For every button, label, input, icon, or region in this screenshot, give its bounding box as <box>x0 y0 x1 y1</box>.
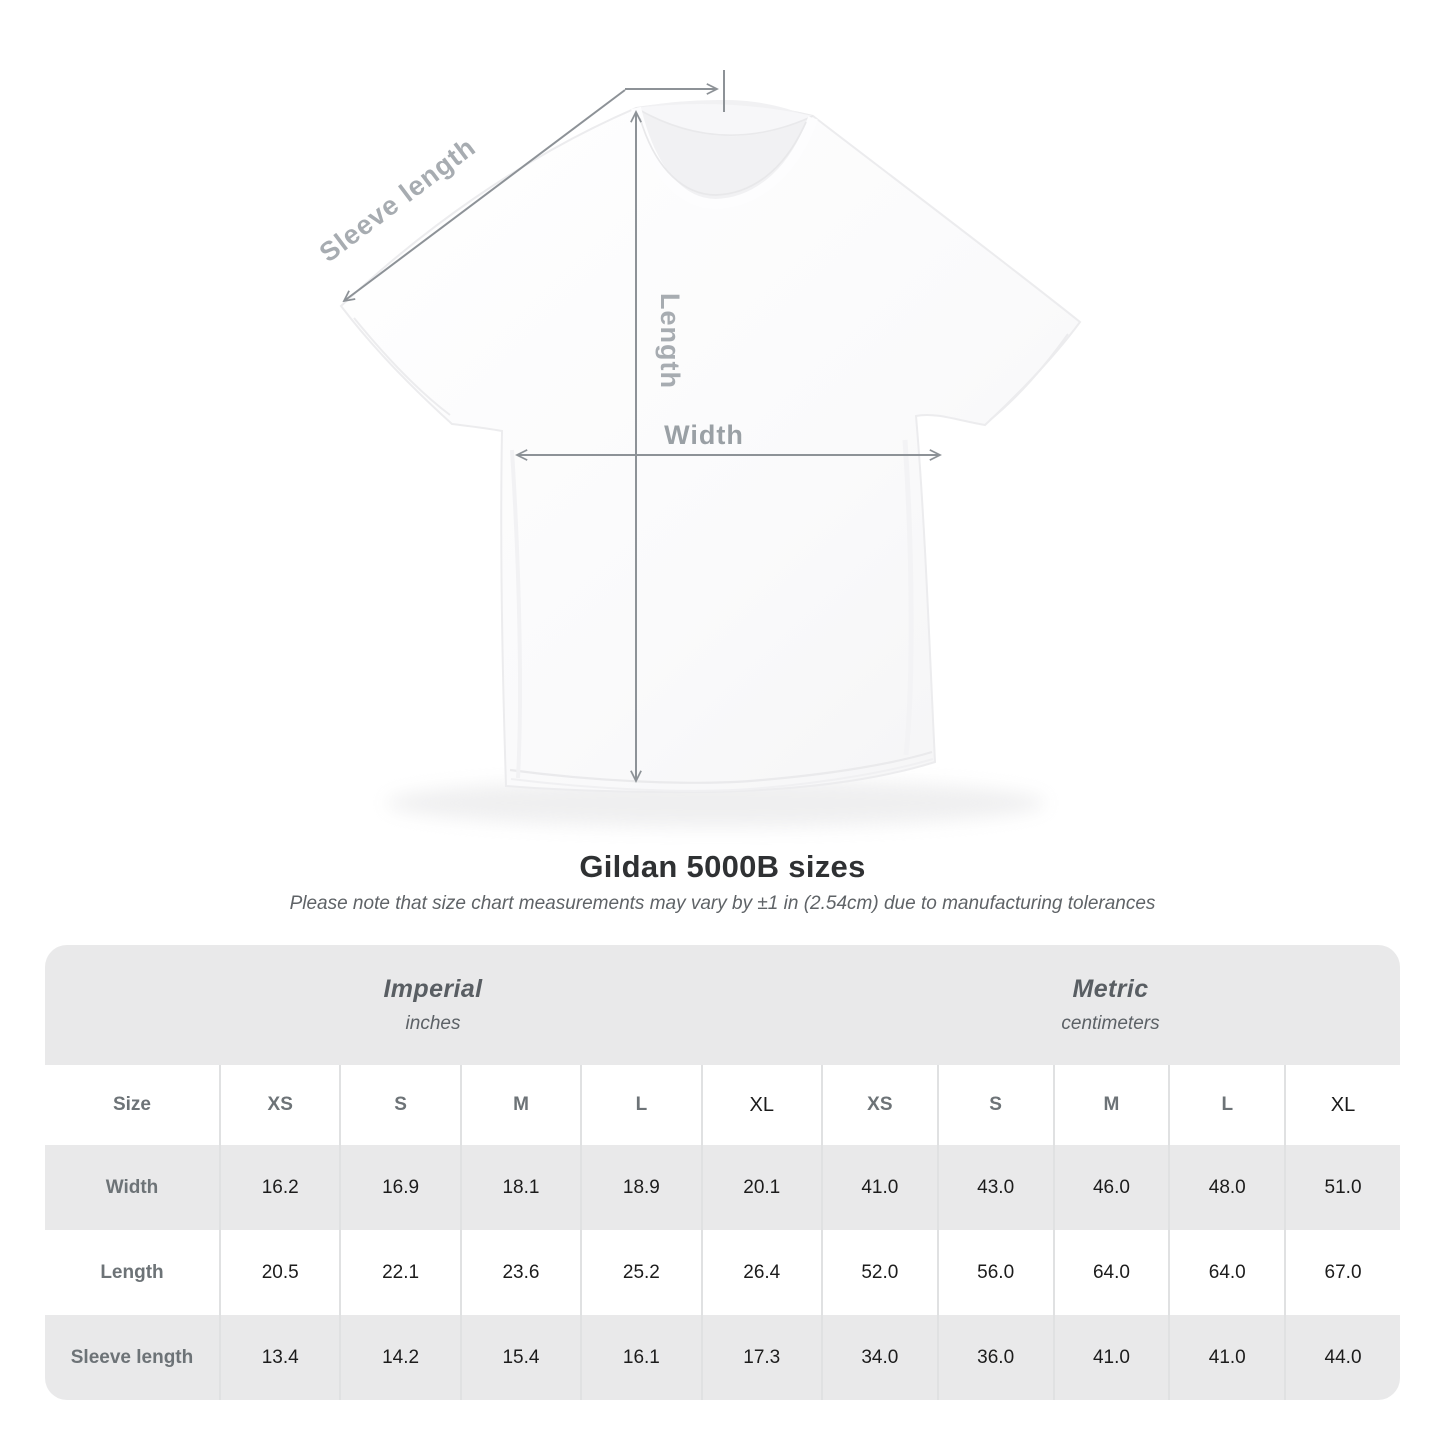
size-header-row: Size XS S M L XL XS S M L XL <box>45 1065 1400 1145</box>
value-cell: 56.0 <box>936 1230 1053 1315</box>
value-cell: 20.1 <box>700 1145 821 1230</box>
value-cell: 26.4 <box>700 1230 821 1315</box>
value-cell: 64.0 <box>1168 1230 1284 1315</box>
value-cell: 13.4 <box>219 1315 339 1400</box>
row-label: Sleeve length <box>70 1346 194 1368</box>
value-cell: 46.0 <box>1052 1145 1169 1230</box>
value-cell: 41.0 <box>1168 1315 1284 1400</box>
unit-sub: inches <box>405 1013 461 1034</box>
tshirt-photo <box>339 100 1082 794</box>
size-header-cell: XS <box>820 1065 937 1145</box>
collar-back <box>636 103 813 137</box>
unit-sub: centimeters <box>1061 1013 1160 1034</box>
value-cell: 43.0 <box>936 1145 1053 1230</box>
sleeve-length-arrow <box>344 89 626 301</box>
page-title: Gildan 5000B sizes <box>579 849 866 884</box>
value-cell: 36.0 <box>936 1315 1053 1400</box>
size-table: Imperial inches Metric centimeters Size … <box>45 945 1400 1400</box>
table-row-sleeve-length: Sleeve length 13.4 14.2 15.4 16.1 17.3 3… <box>45 1315 1400 1400</box>
value-cell: 20.5 <box>219 1230 339 1315</box>
size-header-label: Size <box>112 1094 152 1115</box>
unit-header-imperial: Imperial inches <box>45 945 821 1065</box>
size-header-cell: XL <box>1284 1065 1400 1145</box>
collar-band <box>631 106 818 210</box>
size-header-cell: S <box>936 1065 1053 1145</box>
value-cell: 52.0 <box>820 1230 937 1315</box>
value-cell: 17.3 <box>700 1315 821 1400</box>
unit-header-row: Imperial inches Metric centimeters <box>45 945 1400 1065</box>
size-header-cell: XS <box>219 1065 339 1145</box>
value-cell: 14.2 <box>339 1315 459 1400</box>
value-cell: 44.0 <box>1284 1315 1400 1400</box>
value-cell: 41.0 <box>820 1145 937 1230</box>
value-cell: 15.4 <box>459 1315 580 1400</box>
value-cell: 64.0 <box>1052 1230 1169 1315</box>
row-label: Length <box>100 1261 164 1283</box>
row-label: Width <box>105 1176 159 1198</box>
size-header-cell: XL <box>700 1065 821 1145</box>
value-cell: 25.2 <box>580 1230 700 1315</box>
value-cell: 34.0 <box>820 1315 937 1400</box>
value-cell: 16.9 <box>339 1145 459 1230</box>
measurement-lines <box>344 70 940 781</box>
table-row-length: Length 20.5 22.1 23.6 25.2 26.4 52.0 56.… <box>45 1230 1400 1315</box>
value-cell: 16.2 <box>219 1145 339 1230</box>
shirt-shadow <box>386 779 1046 827</box>
size-header-cell: L <box>580 1065 700 1145</box>
value-cell: 67.0 <box>1284 1230 1400 1315</box>
size-header-cell: L <box>1168 1065 1284 1145</box>
tolerance-note: Please note that size chart measurements… <box>289 893 1156 914</box>
value-cell: 18.1 <box>459 1145 580 1230</box>
table-row-width: Width 16.2 16.9 18.1 18.9 20.1 41.0 43.0… <box>45 1145 1400 1230</box>
unit-header-metric: Metric centimeters <box>821 945 1400 1065</box>
size-header-cell: M <box>459 1065 580 1145</box>
length-label: Length <box>655 293 685 389</box>
unit-name: Imperial <box>383 975 483 1003</box>
value-cell: 41.0 <box>1052 1315 1169 1400</box>
value-cell: 18.9 <box>580 1145 700 1230</box>
unit-name: Metric <box>1072 975 1149 1003</box>
width-label: Width <box>664 420 744 450</box>
value-cell: 16.1 <box>580 1315 700 1400</box>
size-header-cell: S <box>339 1065 459 1145</box>
size-header-cell: M <box>1052 1065 1169 1145</box>
value-cell: 51.0 <box>1284 1145 1400 1230</box>
value-cell: 23.6 <box>459 1230 580 1315</box>
value-cell: 48.0 <box>1168 1145 1284 1230</box>
tshirt-measurement-diagram: Sleeve length Length Width <box>314 70 1082 827</box>
value-cell: 22.1 <box>339 1230 459 1315</box>
